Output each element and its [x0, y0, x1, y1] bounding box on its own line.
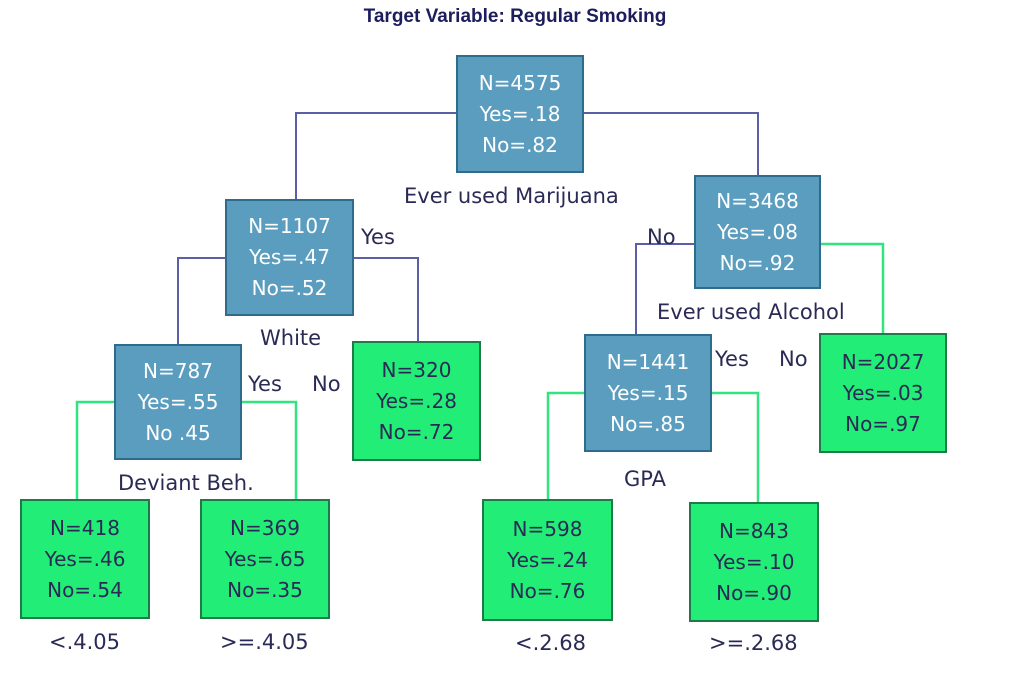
node-leaf-320: N=320 Yes=.28 No=.72: [352, 341, 481, 461]
node-leaf-598-no: No=.76: [509, 578, 586, 603]
node-leaf-320-no: No=.72: [378, 419, 455, 444]
node-deviant-no: No .45: [145, 420, 211, 445]
edge-root-white: [295, 112, 456, 199]
node-leaf-2027-yes: Yes=.03: [842, 380, 924, 405]
node-alcohol-no: No=.92: [719, 250, 796, 275]
node-gpa-no: No=.85: [610, 411, 686, 436]
node-leaf-369-yes: Yes=.65: [224, 546, 306, 571]
branch-label-ge405: >=.4.05: [220, 630, 309, 654]
node-white-yes: Yes=.47: [249, 245, 330, 269]
split-label-alcohol: Ever used Alcohol: [657, 300, 845, 324]
node-root: N=4575 Yes=.18 No=.82: [456, 55, 584, 173]
node-root-n: N=4575: [478, 70, 562, 95]
node-root-no: No=.82: [482, 132, 558, 157]
node-white-no: No=.52: [251, 276, 328, 300]
edge-alcohol-leaf2027: [821, 242, 885, 333]
node-root-yes: Yes=.18: [479, 101, 561, 126]
node-alcohol-n: N=3468: [716, 188, 799, 213]
node-deviant-n: N=787: [143, 358, 213, 383]
edge-white-deviant: [177, 257, 225, 344]
node-alcohol: N=3468 Yes=.08 No=.92: [694, 175, 821, 289]
node-alcohol-yes: Yes=.08: [717, 219, 798, 244]
node-leaf-843-yes: Yes=.10: [713, 549, 795, 574]
node-leaf-2027-n: N=2027: [841, 349, 925, 374]
branch-label-lt268: <.2.68: [515, 631, 587, 655]
split-label-root: Ever used Marijuana: [404, 184, 619, 208]
node-leaf-369-no: No=.35: [227, 577, 303, 602]
node-leaf-418-yes: Yes=.46: [44, 546, 126, 571]
node-gpa: N=1441 Yes=.15 No=.85: [584, 334, 712, 452]
edge-gpa-leaf598: [546, 391, 585, 499]
edge-white-leaf320: [354, 257, 419, 341]
branch-label-lt405: <.4.05: [49, 630, 121, 654]
branch-label-white-yes: Yes: [361, 225, 395, 249]
node-leaf-843-no: No=.90: [716, 580, 792, 605]
branch-label-alcohol-no: No: [647, 225, 676, 249]
node-gpa-yes: Yes=.15: [607, 380, 689, 405]
edge-deviant-leaf418: [75, 400, 116, 499]
node-leaf-418-n: N=418: [50, 515, 120, 540]
node-leaf-418-no: No=.54: [47, 577, 123, 602]
branch-label-white-no: No: [312, 372, 341, 396]
node-leaf-320-n: N=320: [381, 357, 452, 382]
split-label-deviant: Deviant Beh.: [118, 471, 254, 495]
edge-root-alcohol: [584, 112, 759, 175]
node-white: N=1107 Yes=.47 No=.52: [225, 199, 354, 316]
node-leaf-418: N=418 Yes=.46 No=.54: [20, 499, 150, 619]
diagram-title: Target Variable: Regular Smoking: [363, 6, 667, 27]
branch-label-gpa-yes: Yes: [715, 347, 749, 371]
node-leaf-598-n: N=598: [512, 516, 583, 541]
edge-deviant-leaf369: [242, 400, 298, 499]
node-leaf-843-n: N=843: [719, 518, 789, 543]
node-white-n: N=1107: [248, 214, 331, 238]
branch-label-alcohol-no-right: No: [779, 347, 808, 371]
node-leaf-843: N=843 Yes=.10 No=.90: [689, 502, 819, 622]
node-leaf-2027-no: No=.97: [845, 411, 921, 436]
node-deviant: N=787 Yes=.55 No .45: [114, 344, 242, 460]
edge-alcohol-gpa: [635, 243, 694, 334]
split-label-white: White: [260, 326, 322, 350]
split-label-gpa: GPA: [624, 467, 666, 491]
edge-gpa-leaf843: [712, 391, 760, 502]
node-leaf-598: N=598 Yes=.24 No=.76: [482, 499, 613, 621]
node-leaf-369-n: N=369: [230, 515, 300, 540]
node-leaf-369: N=369 Yes=.65 No=.35: [200, 499, 330, 619]
node-gpa-n: N=1441: [606, 349, 690, 374]
branch-label-deviant-yes: Yes: [248, 372, 282, 396]
node-leaf-320-yes: Yes=.28: [376, 388, 457, 413]
node-leaf-598-yes: Yes=.24: [507, 547, 588, 572]
node-deviant-yes: Yes=.55: [137, 389, 219, 414]
branch-label-ge268: >=.2.68: [709, 631, 798, 655]
node-leaf-2027: N=2027 Yes=.03 No=.97: [819, 333, 947, 453]
